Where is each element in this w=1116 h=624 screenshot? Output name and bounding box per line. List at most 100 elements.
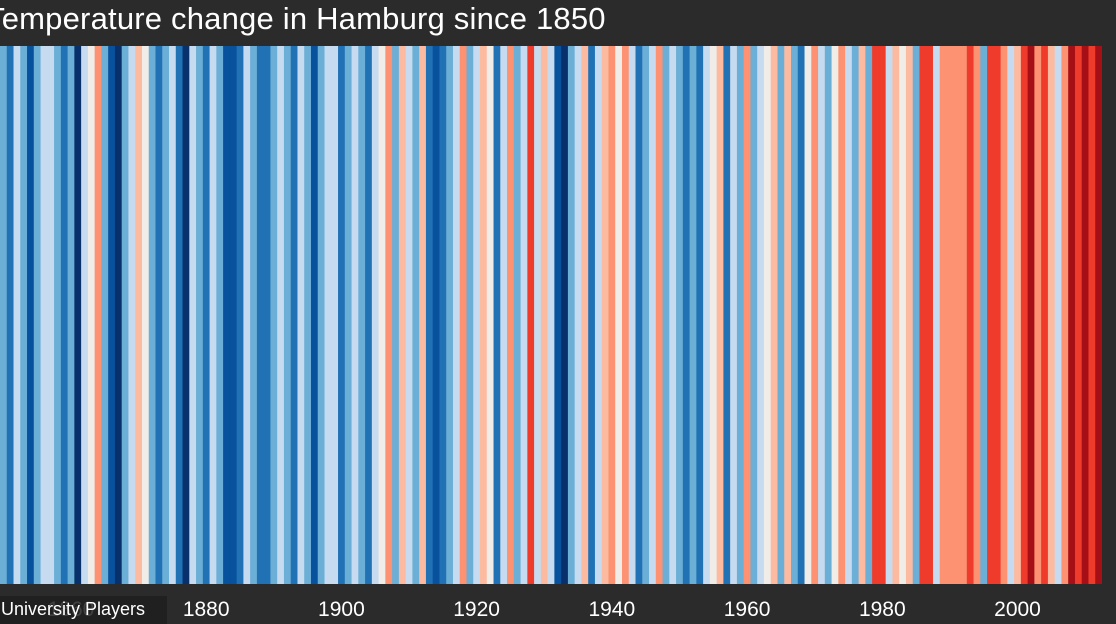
stripe-1903 xyxy=(358,46,366,584)
tick-label-1940: 1940 xyxy=(588,598,636,621)
stripe-1916 xyxy=(446,46,454,584)
stripe-1981 xyxy=(885,46,894,584)
stripe-1938 xyxy=(594,46,603,584)
stripe-1850 xyxy=(0,46,8,584)
chart-title: Temperature change in Hamburg since 1850 xyxy=(0,1,606,36)
stripe-1942 xyxy=(621,46,630,584)
stripe-1941 xyxy=(615,46,623,584)
stripe-1922 xyxy=(486,46,495,584)
tick-label-2000: 2000 xyxy=(994,598,1041,621)
stripe-1918 xyxy=(459,46,468,584)
stripe-1989 xyxy=(939,46,948,584)
stripe-1991 xyxy=(953,46,961,584)
stripe-1963 xyxy=(763,46,772,584)
stripe-1965 xyxy=(777,46,785,584)
stripe-1925 xyxy=(507,46,515,584)
stripe-2002 xyxy=(1027,46,1035,584)
stripe-1997 xyxy=(993,46,1002,584)
stripe-1913 xyxy=(425,46,434,584)
stripe-1864 xyxy=(94,46,103,584)
stripe-1859 xyxy=(60,46,69,584)
stripe-1975 xyxy=(845,46,853,584)
stripe-1945 xyxy=(642,46,650,584)
stripe-1920 xyxy=(473,46,481,584)
stripe-1992 xyxy=(960,46,968,584)
stripe-2000 xyxy=(1014,46,1022,584)
stripe-2010 xyxy=(1081,46,1090,584)
stripe-2007 xyxy=(1061,46,1069,584)
stripe-1874 xyxy=(162,46,170,584)
stripe-1983 xyxy=(899,46,907,584)
stripe-1958 xyxy=(730,46,738,584)
stripe-1988 xyxy=(932,46,941,584)
stripe-1935 xyxy=(574,46,583,584)
stripe-1866 xyxy=(108,46,116,584)
stripe-1854 xyxy=(27,46,35,584)
stripe-1971 xyxy=(818,46,826,584)
stripe-1933 xyxy=(561,46,569,584)
stripe-1951 xyxy=(682,46,691,584)
stripe-2004 xyxy=(1041,46,1049,584)
stripe-1898 xyxy=(324,46,332,584)
stripe-1959 xyxy=(736,46,745,584)
stripe-1980 xyxy=(878,46,887,584)
stripe-1882 xyxy=(216,46,224,584)
stripe-1863 xyxy=(87,46,96,584)
stripe-1906 xyxy=(378,46,386,584)
year-axis: 186018801900192019401960198020002020 xyxy=(0,584,1116,624)
stripe-1894 xyxy=(297,46,305,584)
stripe-1888 xyxy=(256,46,265,584)
stripe-1924 xyxy=(500,46,508,584)
stripe-1883 xyxy=(223,46,231,584)
tick-label-1920: 1920 xyxy=(453,598,500,621)
stripe-1870 xyxy=(135,46,143,584)
stripe-1893 xyxy=(290,46,299,584)
stripe-2011 xyxy=(1088,46,1096,584)
stripe-1962 xyxy=(757,46,765,584)
stripe-1911 xyxy=(412,46,420,584)
stripe-1977 xyxy=(858,46,866,584)
stripe-1900 xyxy=(338,46,346,584)
tick-label-1980: 1980 xyxy=(858,598,906,621)
stripe-1961 xyxy=(750,46,758,584)
stripe-1984 xyxy=(905,46,914,584)
stripe-1861 xyxy=(74,46,82,584)
stripe-1871 xyxy=(141,46,150,584)
stripe-1853 xyxy=(20,46,28,584)
stripe-1907 xyxy=(385,46,393,584)
stripe-1932 xyxy=(554,46,562,584)
stripe-1872 xyxy=(148,46,157,584)
stripe-1890 xyxy=(270,46,278,584)
stripe-1927 xyxy=(520,46,528,584)
stripe-1876 xyxy=(175,46,184,584)
stripe-1939 xyxy=(601,46,610,584)
stripe-1950 xyxy=(676,46,684,584)
stripe-1880 xyxy=(202,46,211,584)
stripe-1954 xyxy=(703,46,711,584)
stripe-1889 xyxy=(263,46,272,584)
stripe-2006 xyxy=(1054,46,1063,584)
stripe-1909 xyxy=(398,46,407,584)
climate-stripes-panel xyxy=(0,46,1102,584)
stripe-1968 xyxy=(797,46,806,584)
stripe-2008 xyxy=(1068,46,1076,584)
stripe-1990 xyxy=(946,46,954,584)
stripe-1919 xyxy=(466,46,474,584)
stripe-1908 xyxy=(392,46,400,584)
stripe-1895 xyxy=(304,46,312,584)
stripe-1936 xyxy=(581,46,589,584)
stripe-1857 xyxy=(47,46,55,584)
stripe-1855 xyxy=(33,46,42,584)
stripe-1986 xyxy=(919,46,927,584)
stripe-1972 xyxy=(824,46,833,584)
stripe-1955 xyxy=(709,46,718,584)
stripe-1994 xyxy=(973,46,981,584)
stripe-1998 xyxy=(1000,46,1008,584)
stripe-1929 xyxy=(534,46,542,584)
stripe-1995 xyxy=(980,46,988,584)
stripe-2005 xyxy=(1047,46,1056,584)
stripe-1973 xyxy=(831,46,839,584)
stripe-1996 xyxy=(987,46,995,584)
stripe-1926 xyxy=(513,46,522,584)
